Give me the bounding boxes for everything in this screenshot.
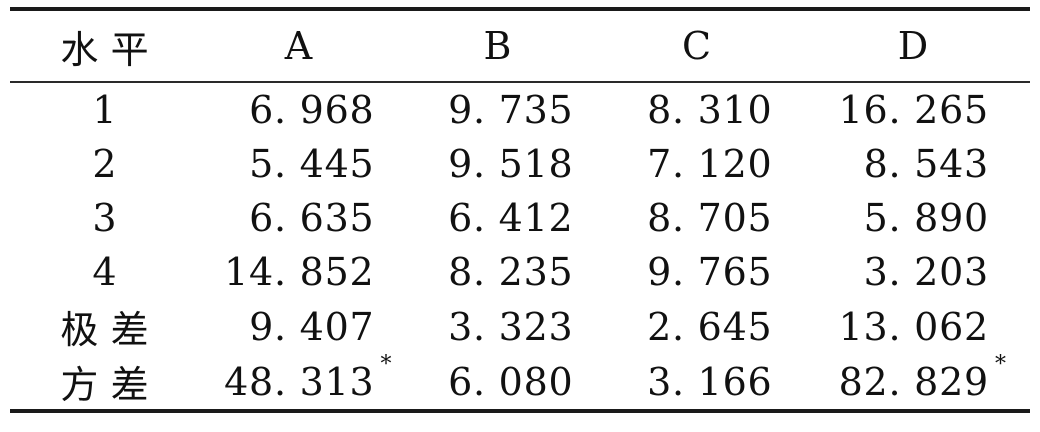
table-cell: 7. 120 [597, 137, 796, 191]
table-cell: 6. 412 [398, 191, 597, 245]
cell-value: 48. 313 * [223, 353, 391, 404]
table-row: 3 6. 635 6. 412 8. 705 5. 890 [10, 191, 1030, 245]
cell-value: 3. 203 [837, 250, 989, 294]
cell-number: 3. 203 [863, 250, 989, 294]
cell-value: 16. 265 [837, 88, 989, 132]
table-cell: 16. 265 [796, 82, 1030, 137]
cell-number: 9. 735 [448, 88, 574, 132]
cell-number: 6. 080 [448, 359, 574, 404]
row-label: 1 [92, 88, 129, 132]
table-cell: 82. 829 * [796, 353, 1030, 411]
table-row: 2 5. 445 9. 518 7. 120 8. 543 [10, 137, 1030, 191]
cell-value: 8. 310 [621, 88, 773, 132]
cell-value: 8. 705 [621, 196, 773, 240]
cell-value: 9. 407 [223, 305, 375, 349]
cell-number: 3. 323 [448, 304, 574, 349]
cell-number: 8. 543 [863, 142, 989, 186]
table-body: 1 6. 968 9. 735 8. 310 16. 265 2 5. 445 9. 518 7… [10, 82, 1030, 411]
cell-number: 16. 265 [838, 88, 989, 132]
table-cell: 3. 166 [597, 354, 796, 411]
cell-value: 13. 062 [837, 305, 989, 349]
table-cell: 48. 313 * [199, 353, 398, 411]
significance-star: * [995, 351, 1006, 377]
table-row: 1 6. 968 9. 735 8. 310 16. 265 [10, 82, 1030, 137]
cell-number: 8. 310 [647, 88, 773, 132]
table-cell: 2. 645 [597, 299, 796, 354]
row-label: 极差 [60, 308, 161, 352]
table-cell: 9. 407 [199, 299, 398, 354]
table-cell: 8. 705 [597, 191, 796, 245]
table-cell: 8. 235 [398, 245, 597, 299]
table-row: 4 14. 852 8. 235 9. 765 3. 203 [10, 245, 1030, 299]
cell-number: 6. 635 [249, 196, 375, 240]
cell-number: 9. 765 [647, 250, 773, 294]
table-cell: 9. 518 [398, 137, 597, 191]
table-cell: 5. 890 [796, 191, 1030, 245]
cell-number: 8. 705 [647, 196, 773, 240]
cell-number: 5. 890 [863, 196, 989, 240]
cell-number: 2. 645 [647, 304, 773, 349]
table-cell: 13. 062 [796, 299, 1030, 354]
cell-number: 13. 062 [838, 304, 989, 349]
cell-value: 6. 412 [422, 196, 574, 240]
column-header-c: C [597, 9, 796, 83]
table-cell: 6. 080 [398, 354, 597, 411]
cell-value: 9. 735 [422, 88, 574, 132]
cell-number: 6. 412 [448, 196, 574, 240]
range-variance-table: 水平 A B C D 1 6. 968 9. 735 8. 310 16. 265 2 5.… [10, 7, 1030, 413]
cell-value: 3. 323 [422, 305, 574, 349]
cell-value: 2. 645 [621, 305, 773, 349]
table-cell: 3. 323 [398, 299, 597, 354]
table-cell: 6. 635 [199, 191, 398, 245]
cell-number: 9. 407 [249, 304, 375, 349]
row-label: 2 [92, 142, 129, 186]
column-header-level: 水平 [10, 9, 199, 83]
cell-value: 8. 235 [422, 250, 574, 294]
cell-number: 48. 313 [224, 359, 375, 404]
cell-number: 8. 235 [448, 250, 574, 294]
header-row: 水平 A B C D [10, 9, 1030, 83]
table-cell: 6. 968 [199, 82, 398, 137]
cell-value: 6. 968 [223, 88, 375, 132]
cell-value: 14. 852 [223, 250, 375, 294]
table-cell: 14. 852 [199, 245, 398, 299]
table-cell: 8. 543 [796, 137, 1030, 191]
cell-number: 7. 120 [647, 142, 773, 186]
cell-number: 9. 518 [448, 142, 574, 186]
cell-value: 82. 829 * [837, 353, 1006, 404]
row-label: 3 [92, 196, 129, 240]
cell-value: 8. 543 [837, 142, 989, 186]
table-cell: 5. 445 [199, 137, 398, 191]
cell-number: 5. 445 [249, 142, 375, 186]
table-cell: 8. 310 [597, 82, 796, 137]
table-row: 极差 9. 407 3. 323 2. 645 13. 062 [10, 299, 1030, 354]
table-cell: 9. 735 [398, 82, 597, 137]
table-cell: 3. 203 [796, 245, 1030, 299]
significance-star: * [380, 351, 392, 377]
table-cell: 9. 765 [597, 245, 796, 299]
cell-value: 7. 120 [621, 142, 773, 186]
row-label: 4 [92, 250, 129, 294]
cell-number: 6. 968 [249, 88, 375, 132]
cell-number: 82. 829 [838, 359, 989, 404]
cell-value: 3. 166 [621, 360, 773, 404]
table-row: 方差 48. 313 * 6. 080 3. 166 82. 829 * [10, 353, 1030, 411]
cell-value: 6. 635 [223, 196, 375, 240]
cell-value: 9. 765 [621, 250, 773, 294]
column-header-d: D [796, 9, 1030, 83]
cell-number: 14. 852 [224, 250, 375, 294]
cell-value: 5. 445 [223, 142, 375, 186]
cell-value: 5. 890 [837, 196, 989, 240]
cell-number: 3. 166 [647, 359, 773, 404]
cell-value: 6. 080 [422, 360, 574, 404]
cell-value: 9. 518 [422, 142, 574, 186]
column-header-a: A [199, 9, 398, 83]
column-header-b: B [398, 9, 597, 83]
row-label: 方差 [60, 363, 161, 407]
